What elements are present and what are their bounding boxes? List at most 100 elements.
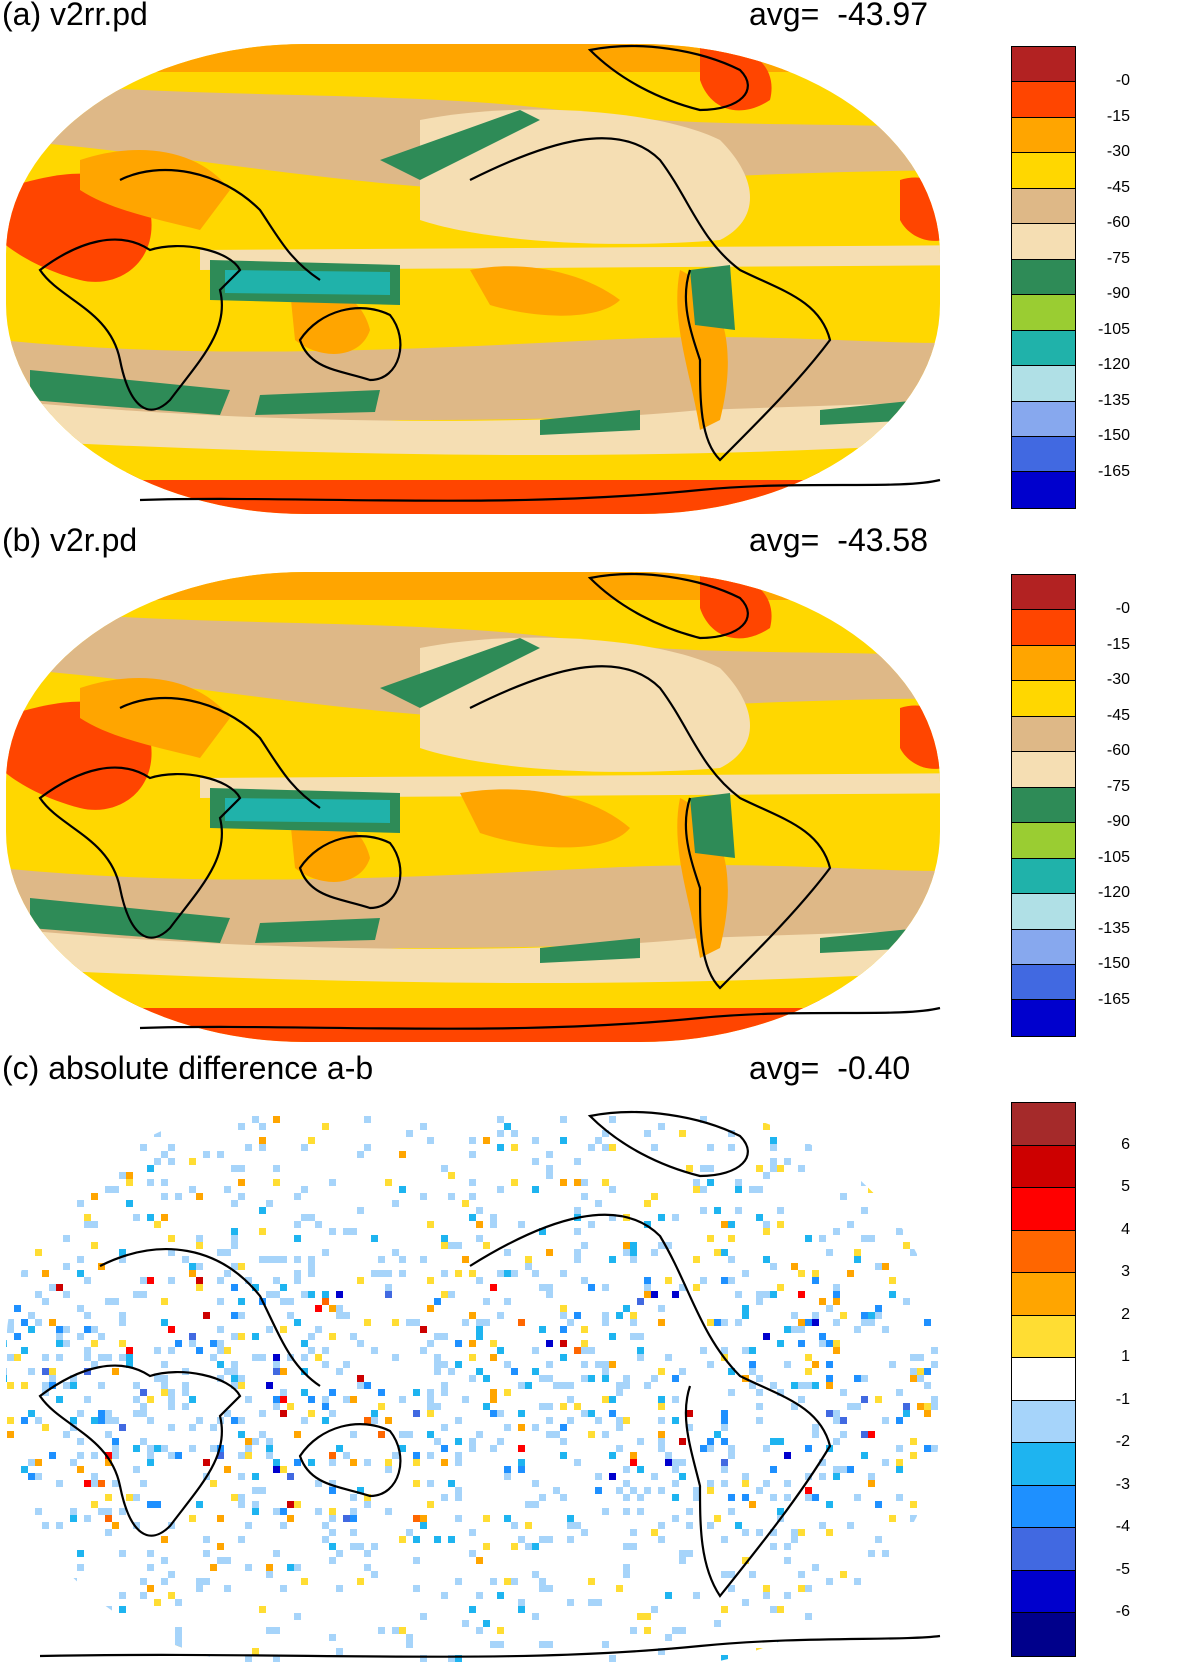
difference-cell [658,1438,665,1445]
difference-cell [560,1116,567,1123]
difference-cell [140,1144,147,1151]
difference-cell [630,1242,637,1249]
difference-cell [266,1452,273,1459]
difference-cell [357,1207,364,1214]
difference-cell [231,1200,238,1207]
difference-cell [532,1270,539,1277]
difference-cell [98,1123,105,1130]
difference-cell [301,1291,308,1298]
difference-cell [672,1627,679,1634]
difference-cell [217,1452,224,1459]
difference-cell [147,1585,154,1592]
difference-cell [168,1277,175,1284]
difference-cell [854,1326,861,1333]
difference-cell [371,1543,378,1550]
difference-cell [441,1382,448,1389]
difference-cell [560,1305,567,1312]
colorbar-tick-label: -0 [1115,72,1130,90]
difference-cell [679,1284,686,1291]
difference-cell [490,1641,497,1648]
difference-cell [231,1284,238,1291]
difference-cell [644,1291,651,1298]
difference-cell [616,1417,623,1424]
difference-cell [357,1382,364,1389]
difference-cell [728,1571,735,1578]
difference-cell [903,1298,910,1305]
difference-cell [924,1368,931,1375]
difference-cell [672,1375,679,1382]
difference-cell [56,1326,63,1333]
difference-cell [574,1158,581,1165]
difference-cell [77,1564,84,1571]
difference-cell [742,1305,749,1312]
difference-cell [532,1424,539,1431]
difference-cell [455,1242,462,1249]
difference-cell [693,1487,700,1494]
difference-cell [903,1193,910,1200]
difference-cell [6,1319,7,1326]
difference-cell [448,1655,455,1662]
difference-cell [469,1375,476,1382]
difference-cell [686,1522,693,1529]
difference-cell [518,1319,525,1326]
difference-cell [595,1361,602,1368]
difference-cell [322,1249,329,1256]
difference-cell [651,1291,658,1298]
difference-cell [847,1270,854,1277]
difference-cell [56,1480,63,1487]
difference-cell [175,1340,182,1347]
difference-cell [364,1319,371,1326]
difference-cell [147,1214,154,1221]
difference-cell [161,1116,168,1123]
difference-cell [70,1382,77,1389]
difference-cell [903,1242,910,1249]
difference-cell [217,1326,224,1333]
difference-cell [707,1361,714,1368]
difference-cell [406,1319,413,1326]
difference-cell [315,1326,322,1333]
difference-cell [70,1508,77,1515]
difference-cell [602,1431,609,1438]
difference-cell [805,1354,812,1361]
difference-cell [161,1319,168,1326]
difference-cell [238,1193,245,1200]
difference-cell [546,1165,553,1172]
difference-cell [777,1340,784,1347]
difference-cell [385,1284,392,1291]
difference-cell [672,1459,679,1466]
difference-cell [917,1354,924,1361]
difference-cell [707,1319,714,1326]
difference-cell [308,1396,315,1403]
difference-cell [476,1326,483,1333]
difference-cell [273,1466,280,1473]
difference-cell [21,1347,28,1354]
difference-cell [140,1410,147,1417]
difference-cell [322,1403,329,1410]
difference-cell [294,1501,301,1508]
difference-cell [294,1564,301,1571]
difference-cell [567,1417,574,1424]
difference-cell [105,1186,112,1193]
difference-cell [21,1214,28,1221]
colorbar-tick-label: 6 [1121,1135,1130,1153]
colorbar-tick-label: -30 [1106,671,1130,689]
difference-cell [651,1529,658,1536]
difference-cell [602,1130,609,1137]
difference-cell [511,1270,518,1277]
difference-cell [224,1270,231,1277]
difference-cell [294,1613,301,1620]
difference-cell [427,1340,434,1347]
colorbar-tick-label: -2 [1115,1433,1130,1451]
difference-cell [266,1200,273,1207]
difference-cell [6,1368,7,1375]
difference-cell [140,1480,147,1487]
difference-cell [175,1599,182,1606]
difference-cell [686,1508,693,1515]
difference-cell [6,1571,7,1578]
difference-cell [413,1452,420,1459]
difference-cell [658,1522,665,1529]
difference-cell [273,1368,280,1375]
difference-cell [518,1382,525,1389]
difference-cell [189,1396,196,1403]
difference-cell [574,1459,581,1466]
